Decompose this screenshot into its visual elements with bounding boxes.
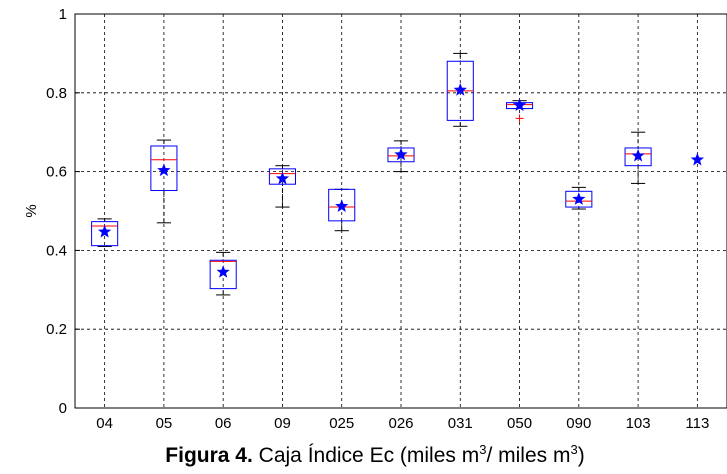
box (624, 147, 652, 167)
y-tick-label: 1 (59, 6, 67, 23)
y-axis-label: % (23, 204, 40, 217)
mean-marker (394, 147, 408, 161)
caption-label: Figura 4. (165, 444, 253, 467)
box (209, 259, 237, 290)
caption-text: ) (578, 444, 585, 467)
x-tick-label: 103 (626, 415, 651, 432)
plot-frame (74, 13, 727, 409)
x-tick-label: 09 (274, 415, 291, 432)
box (565, 190, 593, 208)
x-tick-label: 04 (96, 415, 113, 432)
y-tick-label: 0.8 (46, 85, 67, 102)
mean-marker (512, 98, 527, 112)
caption: Figura 4. Caja Índice Ec (miles m3/ mile… (165, 442, 584, 467)
x-tick-label: 026 (388, 415, 413, 432)
mean-marker (631, 148, 645, 162)
x-tick-label: 031 (448, 415, 473, 432)
x-tick-label: 090 (566, 415, 591, 432)
box (328, 188, 356, 222)
mean-marker (97, 224, 112, 238)
x-tick-label: 025 (329, 415, 354, 432)
mean-marker (275, 171, 290, 185)
mean-marker (157, 163, 171, 177)
caption-sup: 3 (479, 442, 486, 457)
caption-text: Caja Índice Ec (miles m (259, 444, 480, 467)
y-tick-label: 0 (59, 400, 67, 417)
mean-marker (453, 83, 467, 96)
y-tick-label: 0.6 (46, 164, 67, 181)
box (91, 221, 119, 247)
caption-sup: 3 (570, 442, 577, 457)
outlier (515, 114, 524, 123)
mean-marker (572, 192, 586, 205)
box (268, 168, 296, 185)
caption-text: / miles m (486, 444, 570, 467)
x-tick-label: 050 (507, 415, 532, 432)
x-tick-label: 06 (215, 415, 232, 432)
x-tick-label: 113 (685, 415, 709, 432)
x-tick-label: 05 (156, 415, 173, 432)
y-tick-label: 0.2 (46, 321, 67, 338)
box (150, 145, 178, 192)
mean-marker (216, 265, 230, 278)
mean-marker (690, 152, 705, 166)
mean-marker (335, 199, 349, 212)
y-tick-label: 0.4 (46, 242, 67, 259)
